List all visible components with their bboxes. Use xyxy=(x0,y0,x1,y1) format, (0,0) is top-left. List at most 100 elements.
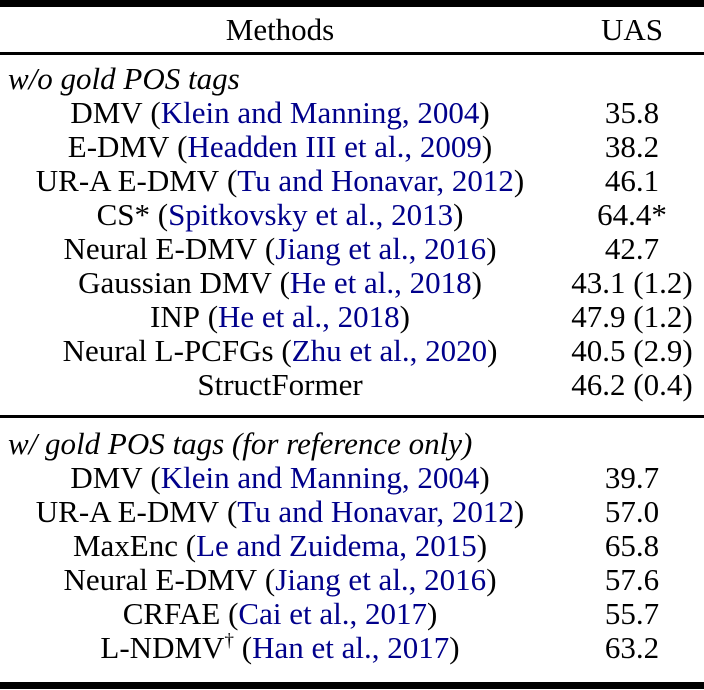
paren-open: ( xyxy=(219,163,238,198)
uas-value: 42.7 xyxy=(604,231,660,266)
uas-value: 57.0 xyxy=(604,494,660,529)
paren-close: ) xyxy=(453,197,464,232)
paren-open: ( xyxy=(257,562,276,597)
paren-close: ) xyxy=(426,596,438,631)
citation-link[interactable]: Tu and Honavar, 2012 xyxy=(237,163,514,198)
table-row: UR-A E-DMV (Tu and Honavar, 2012) 46.1 xyxy=(0,164,704,198)
paren-open: ( xyxy=(257,231,276,266)
paren-close: ) xyxy=(486,562,497,597)
table-row: MaxEnc (Le and Zuidema, 2015) 65.8 xyxy=(0,529,704,563)
table-row: INP (He et al., 2018) 47.9 (1.2) xyxy=(0,300,704,334)
section-header: w/ gold POS tags (for reference only) xyxy=(8,426,473,461)
uas-value: 35.8 xyxy=(604,95,660,130)
method-cell: Neural L-PCFGs (Zhu et al., 2020) xyxy=(0,334,560,368)
citation-link[interactable]: Han et al., 2017 xyxy=(252,630,450,665)
method-name: Neural E-DMV xyxy=(63,562,258,597)
citation-link[interactable]: Le and Zuidema, 2015 xyxy=(196,528,477,563)
method-name: DMV xyxy=(70,95,143,130)
method-name: MaxEnc xyxy=(72,528,178,563)
table-header-row: Methods UAS xyxy=(0,7,704,52)
paren-close: ) xyxy=(399,299,410,334)
section-with-gold-pos: w/ gold POS tags (for reference only) DM… xyxy=(0,418,704,682)
method-cell: Neural E-DMV (Jiang et al., 2016) xyxy=(0,232,560,266)
table-row: CS* (Spitkovsky et al., 2013) 64.4* xyxy=(0,198,704,232)
method-name: CRFAE xyxy=(122,596,221,631)
paren-close: ) xyxy=(487,333,498,368)
uas-value: 64.4* xyxy=(597,197,667,232)
table-row: L-NDMV† (Han et al., 2017) 63.2 xyxy=(0,631,704,665)
method-name: StructFormer xyxy=(197,367,363,402)
method-cell: DMV (Klein and Manning, 2004) xyxy=(0,461,560,495)
uas-value: 63.2 xyxy=(604,630,660,665)
section-without-gold-pos: w/o gold POS tags DMV (Klein and Manning… xyxy=(0,55,704,415)
method-name: E-DMV xyxy=(67,129,170,164)
paren-close: ) xyxy=(513,163,525,198)
paren-close: ) xyxy=(449,630,460,665)
citation-link[interactable]: Headden III et al., 2009 xyxy=(187,129,482,164)
method-cell: DMV (Klein and Manning, 2004) xyxy=(0,96,560,130)
paren-open: ( xyxy=(234,630,253,665)
paren-close: ) xyxy=(479,95,490,130)
citation-link[interactable]: He et al., 2018 xyxy=(218,299,400,334)
citation-link[interactable]: Jiang et al., 2016 xyxy=(275,231,487,266)
paren-open: ( xyxy=(199,299,219,334)
uas-value: 39.7 xyxy=(604,460,660,495)
citation-link[interactable]: Klein and Manning, 2004 xyxy=(160,95,480,130)
table-top-rule xyxy=(0,0,704,7)
method-cell: UR-A E-DMV (Tu and Honavar, 2012) xyxy=(0,164,560,198)
table-bottom-rule xyxy=(0,682,704,689)
method-name: DMV xyxy=(70,460,143,495)
paren-open: ( xyxy=(169,129,188,164)
uas-value: 65.8 xyxy=(604,528,660,563)
citation-link[interactable]: Cai et al., 2017 xyxy=(238,596,427,631)
citation-link[interactable]: Spitkovsky et al., 2013 xyxy=(168,197,454,232)
paren-close: ) xyxy=(481,129,493,164)
method-name: UR-A E-DMV xyxy=(35,163,220,198)
uas-value: 47.9 (1.2) xyxy=(571,299,693,334)
method-cell: Neural E-DMV (Jiang et al., 2016) xyxy=(0,563,560,597)
table-row: Neural L-PCFGs (Zhu et al., 2020) 40.5 (… xyxy=(0,334,704,368)
method-name: Neural L-PCFGs xyxy=(62,333,274,368)
method-name: L-NDMV xyxy=(100,630,225,665)
citation-link[interactable]: Jiang et al., 2016 xyxy=(275,562,487,597)
paren-open: ( xyxy=(177,528,197,563)
uas-value: 43.1 (1.2) xyxy=(571,265,693,300)
paren-open: ( xyxy=(142,460,161,495)
uas-value: 38.2 xyxy=(604,129,660,164)
uas-value: 57.6 xyxy=(604,562,660,597)
paren-close: ) xyxy=(471,265,482,300)
method-name: INP xyxy=(150,299,200,334)
uas-value: 46.1 xyxy=(604,163,660,198)
paren-close: ) xyxy=(479,460,490,495)
method-cell: StructFormer xyxy=(0,368,560,402)
table-row: StructFormer 46.2 (0.4) xyxy=(0,368,704,402)
method-cell: INP (He et al., 2018) xyxy=(0,300,560,334)
table-row: Gaussian DMV (He et al., 2018) 43.1 (1.2… xyxy=(0,266,704,300)
uas-value: 55.7 xyxy=(604,596,660,631)
paren-close: ) xyxy=(476,528,488,563)
uas-value: 40.5 (2.9) xyxy=(571,333,693,368)
section-separator-rule xyxy=(0,415,704,418)
paren-open: ( xyxy=(149,197,169,232)
table-row: Neural E-DMV (Jiang et al., 2016) 57.6 xyxy=(0,563,704,597)
citation-link[interactable]: Tu and Honavar, 2012 xyxy=(237,494,514,529)
method-name: Neural E-DMV xyxy=(63,231,258,266)
paren-open: ( xyxy=(273,333,292,368)
table-row: CRFAE (Cai et al., 2017) 55.7 xyxy=(0,597,704,631)
header-separator-rule xyxy=(0,52,704,55)
method-name: CS* xyxy=(96,197,150,232)
table-row: DMV (Klein and Manning, 2004) 39.7 xyxy=(0,461,704,495)
paren-open: ( xyxy=(220,596,239,631)
method-cell: Gaussian DMV (He et al., 2018) xyxy=(0,266,560,300)
column-header-uas: UAS xyxy=(600,11,663,47)
table-row: DMV (Klein and Manning, 2004) 35.8 xyxy=(0,96,704,130)
method-cell: L-NDMV† (Han et al., 2017) xyxy=(0,631,560,665)
method-superscript: † xyxy=(224,630,235,652)
citation-link[interactable]: He et al., 2018 xyxy=(289,265,472,300)
table-row: UR-A E-DMV (Tu and Honavar, 2012) 57.0 xyxy=(0,495,704,529)
citation-link[interactable]: Zhu et al., 2020 xyxy=(291,333,488,368)
paren-close: ) xyxy=(513,494,525,529)
section-header: w/o gold POS tags xyxy=(8,61,240,96)
citation-link[interactable]: Klein and Manning, 2004 xyxy=(160,460,480,495)
